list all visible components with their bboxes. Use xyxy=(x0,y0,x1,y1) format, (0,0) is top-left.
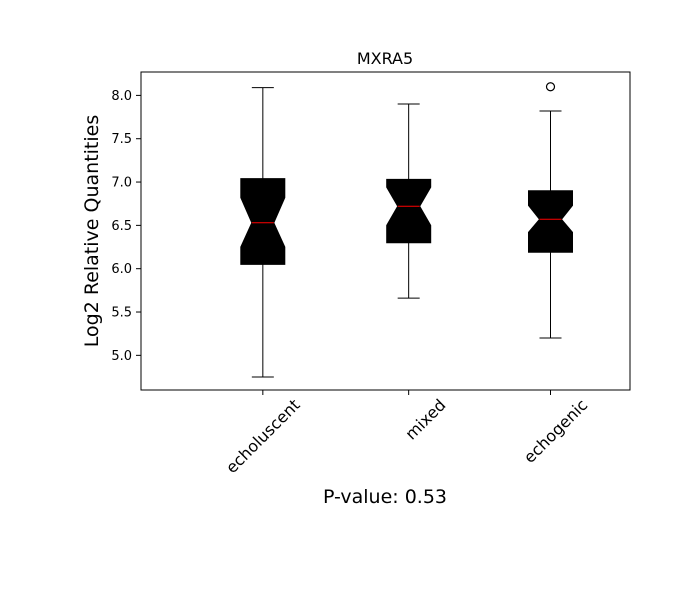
x-axis-label: P-value: 0.53 xyxy=(323,486,447,508)
y-tick-label: 7.5 xyxy=(111,132,132,147)
plot-frame xyxy=(140,71,631,391)
y-tick-label: 6.5 xyxy=(111,219,132,234)
notched-box xyxy=(528,190,573,253)
x-axis: echoluscent mixed echogenic xyxy=(222,390,591,477)
x-tick-label: echogenic xyxy=(520,395,591,466)
y-axis-label: Log2 Relative Quantities xyxy=(81,115,103,347)
x-tick-label: echoluscent xyxy=(222,395,304,477)
notched-box xyxy=(386,178,432,244)
y-tick-label: 7.0 xyxy=(111,176,132,191)
x-tick-label: mixed xyxy=(401,395,449,443)
box-mixed xyxy=(386,103,432,299)
notched-box xyxy=(240,178,286,265)
y-axis: 5.0 5.5 6.0 6.5 7.0 7.5 8.0 xyxy=(111,89,141,364)
boxes-group xyxy=(240,82,573,378)
box-echogenic xyxy=(528,82,573,339)
chart-title: MXRA5 xyxy=(357,49,413,68)
y-tick-label: 8.0 xyxy=(111,89,132,104)
y-tick-label: 6.0 xyxy=(111,262,132,277)
y-tick-label: 5.0 xyxy=(111,349,132,364)
box-echoluscent xyxy=(240,87,286,378)
outlier-point xyxy=(545,82,556,92)
y-tick-label: 5.5 xyxy=(111,306,132,321)
